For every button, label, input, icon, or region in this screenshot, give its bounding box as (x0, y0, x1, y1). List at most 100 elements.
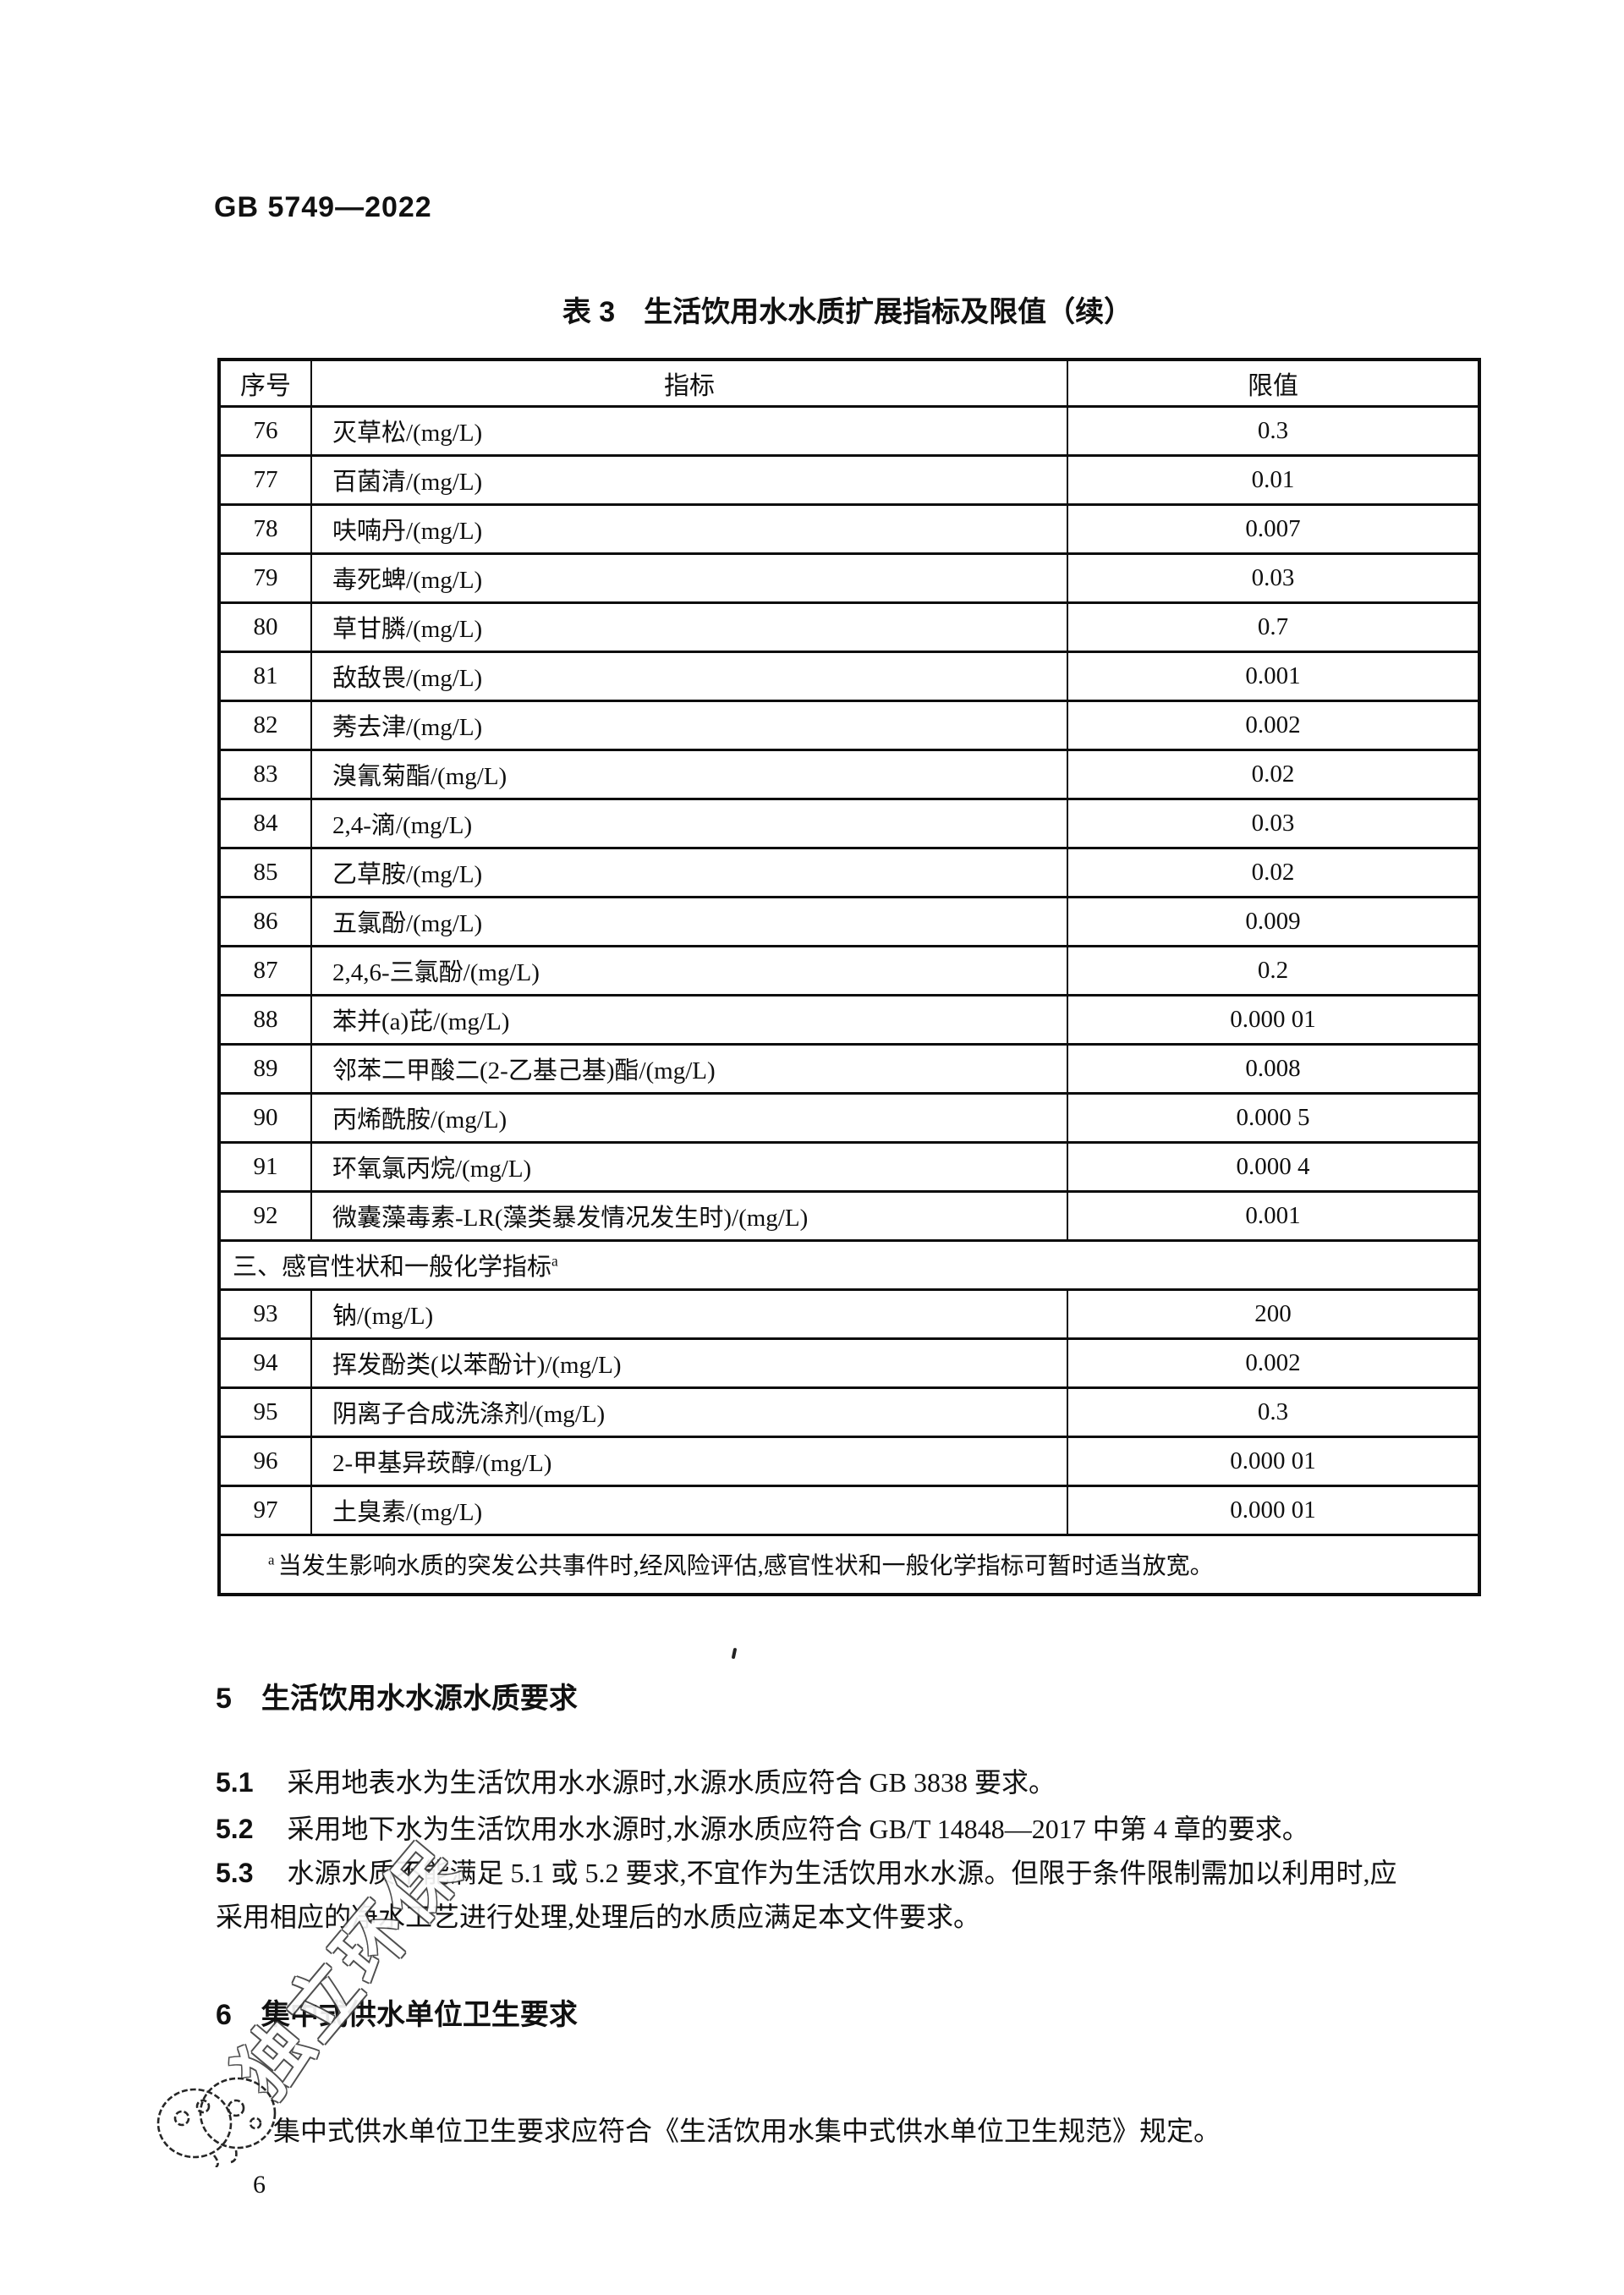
section5-title: 生活饮用水水源水质要求 (261, 1683, 578, 1715)
clause-5-3-line1: 5.3 水源水质不能满足 5.1 或 5.2 要求,不宜作为生活饮用水水源。但限于… (216, 1852, 1397, 1891)
table-header-row: 序号 指标 限值 (218, 358, 1480, 408)
column-header-1: 指标 (310, 358, 1068, 408)
table-row: 93 钠/(mg/L) 200 (218, 1288, 1480, 1340)
cell-indicator: 敌敌畏/(mg/L) (310, 650, 1068, 702)
cell-limit: 0.000 01 (1067, 1484, 1480, 1536)
cell-limit: 0.002 (1067, 1337, 1480, 1389)
table-row: 86 五氯酚/(mg/L) 0.009 (218, 895, 1480, 947)
cell-indicator: 2,4,6-三氯酚/(mg/L) (310, 944, 1068, 997)
footnote-row: a 当发生影响水质的突发公共事件时,经风险评估,感官性状和一般化学指标可暂时适当… (218, 1533, 1480, 1596)
table-row: 96 2-甲基异莰醇/(mg/L) 0.000 01 (218, 1435, 1480, 1487)
cell-number: 84 (218, 797, 312, 849)
table-row: 80 草甘膦/(mg/L) 0.7 (218, 601, 1480, 653)
cell-indicator: 毒死蜱/(mg/L) (310, 552, 1068, 604)
stray-ink-mark (731, 1647, 738, 1660)
cell-indicator: 溴氰菊酯/(mg/L) (310, 748, 1068, 800)
cell-number: 87 (218, 944, 312, 997)
cell-number: 76 (218, 404, 312, 457)
cell-number: 80 (218, 601, 312, 653)
cell-limit: 0.000 4 (1067, 1140, 1480, 1193)
table-title: 表 3 生活饮用水水质扩展指标及限值（续） (562, 296, 1133, 328)
cell-number: 92 (218, 1189, 312, 1242)
cell-indicator: 莠去津/(mg/L) (310, 699, 1068, 751)
cell-indicator: 钠/(mg/L) (310, 1288, 1068, 1340)
cell-limit: 0.01 (1067, 453, 1480, 506)
cell-number: 89 (218, 1042, 312, 1095)
doodle-circles (156, 2077, 277, 2167)
cell-indicator: 丙烯酰胺/(mg/L) (310, 1091, 1068, 1144)
column-header-2: 限值 (1067, 358, 1480, 408)
cell-number: 85 (218, 846, 312, 898)
cell-number: 94 (218, 1337, 312, 1389)
cell-number: 77 (218, 453, 312, 506)
cell-indicator: 微囊藻毒素-LR(藻类暴发情况发生时)/(mg/L) (310, 1189, 1068, 1242)
table-row: 84 2,4-滴/(mg/L) 0.03 (218, 797, 1480, 849)
cell-limit: 0.02 (1067, 748, 1480, 800)
cell-limit: 0.03 (1067, 797, 1480, 849)
table-row: 91 环氧氯丙烷/(mg/L) 0.000 4 (218, 1140, 1480, 1193)
cell-limit: 0.7 (1067, 601, 1480, 653)
cell-number: 90 (218, 1091, 312, 1144)
cell-indicator: 灭草松/(mg/L) (310, 404, 1068, 457)
table-row: 94 挥发酚类(以苯酚计)/(mg/L) 0.002 (218, 1337, 1480, 1389)
section6-paragraph: 集中式供水单位卫生要求应符合《生活饮用水集中式供水单位卫生规范》规定。 (273, 2116, 1221, 2146)
cell-indicator: 邻苯二甲酸二(2-乙基己基)酯/(mg/L) (310, 1042, 1068, 1095)
section5-heading: 5 生活饮用水水源水质要求 (216, 1675, 578, 1716)
cell-limit: 200 (1067, 1288, 1480, 1340)
cell-limit: 0.002 (1067, 699, 1480, 751)
cell-limit: 0.02 (1067, 846, 1480, 898)
cell-limit: 0.009 (1067, 895, 1480, 947)
column-header-0: 序号 (218, 358, 312, 408)
table-row: 88 苯并(a)芘/(mg/L) 0.000 01 (218, 993, 1480, 1046)
cell-number: 81 (218, 650, 312, 702)
clause-5-1-number: 5.1 (216, 1767, 254, 1798)
cell-number: 82 (218, 699, 312, 751)
table-row: 78 呋喃丹/(mg/L) 0.007 (218, 502, 1480, 555)
table-row: 97 土臭素/(mg/L) 0.000 01 (218, 1484, 1480, 1536)
cell-number: 79 (218, 552, 312, 604)
cell-indicator: 2,4-滴/(mg/L) (310, 797, 1068, 849)
clause-5-1-text: 采用地表水为生活饮用水水源时,水源水质应符合 GB 3838 要求。 (287, 1767, 1056, 1798)
clause-5-1: 5.1 采用地表水为生活饮用水水源时,水源水质应符合 GB 3838 要求。 (216, 1761, 1056, 1800)
table-row: 85 乙草胺/(mg/L) 0.02 (218, 846, 1480, 898)
clause-5-3-number: 5.3 (216, 1858, 254, 1888)
table-row: 79 毒死蜱/(mg/L) 0.03 (218, 552, 1480, 604)
cell-indicator: 百菌清/(mg/L) (310, 453, 1068, 506)
cell-number: 86 (218, 895, 312, 947)
standard-code: GB 5749—2022 (214, 191, 432, 223)
table-row: 89 邻苯二甲酸二(2-乙基己基)酯/(mg/L) 0.008 (218, 1042, 1480, 1095)
cell-limit: 0.3 (1067, 1386, 1480, 1438)
clause-5-2-number: 5.2 (216, 1814, 254, 1844)
cell-indicator: 五氯酚/(mg/L) (310, 895, 1068, 947)
cell-number: 88 (218, 993, 312, 1046)
clause-5-3-text2: 采用相应的净水工艺进行处理,处理后的水质应满足本文件要求。 (216, 1902, 981, 1932)
water-quality-table: 序号 指标 限值 76 灭草松/(mg/L) 0.3 77 百菌清/(mg/L) 0.01 78… (217, 358, 1481, 1596)
cell-limit: 0.3 (1067, 404, 1480, 457)
table-header: 序号 指标 限值 (218, 358, 1480, 408)
cell-limit: 0.007 (1067, 502, 1480, 555)
section-divider-text: 三、感官性状和一般化学指标a (218, 1238, 1480, 1291)
cell-indicator: 苯并(a)芘/(mg/L) (310, 993, 1068, 1046)
table-row: 76 灭草松/(mg/L) 0.3 (218, 404, 1480, 457)
table-row: 77 百菌清/(mg/L) 0.01 (218, 453, 1480, 506)
cell-limit: 0.000 5 (1067, 1091, 1480, 1144)
table-row: 87 2,4,6-三氯酚/(mg/L) 0.2 (218, 944, 1480, 997)
clause-5-3-text1: 水源水质不能满足 5.1 或 5.2 要求,不宜作为生活饮用水水源。但限于条件限… (287, 1858, 1397, 1888)
table-row: 81 敌敌畏/(mg/L) 0.001 (218, 650, 1480, 702)
section-superscript: a (551, 1252, 558, 1270)
cell-number: 97 (218, 1484, 312, 1536)
section-divider-row: 三、感官性状和一般化学指标a (218, 1238, 1480, 1291)
table-body: 76 灭草松/(mg/L) 0.3 77 百菌清/(mg/L) 0.01 78 呋喃丹/(mg… (218, 404, 1480, 1596)
footnote-text: a 当发生影响水质的突发公共事件时,经风险评估,感官性状和一般化学指标可暂时适当… (218, 1533, 1480, 1596)
cell-indicator: 草甘膦/(mg/L) (310, 601, 1068, 653)
cell-limit: 0.000 01 (1067, 993, 1480, 1046)
cell-limit: 0.000 01 (1067, 1435, 1480, 1487)
cell-limit: 0.001 (1067, 1189, 1480, 1242)
cell-indicator: 环氧氯丙烷/(mg/L) (310, 1140, 1068, 1193)
cell-limit: 0.001 (1067, 650, 1480, 702)
cell-limit: 0.03 (1067, 552, 1480, 604)
cell-number: 91 (218, 1140, 312, 1193)
cell-number: 83 (218, 748, 312, 800)
clause-5-2-text: 采用地下水为生活饮用水水源时,水源水质应符合 GB/T 14848—2017 中… (287, 1814, 1309, 1844)
cell-limit: 0.008 (1067, 1042, 1480, 1095)
